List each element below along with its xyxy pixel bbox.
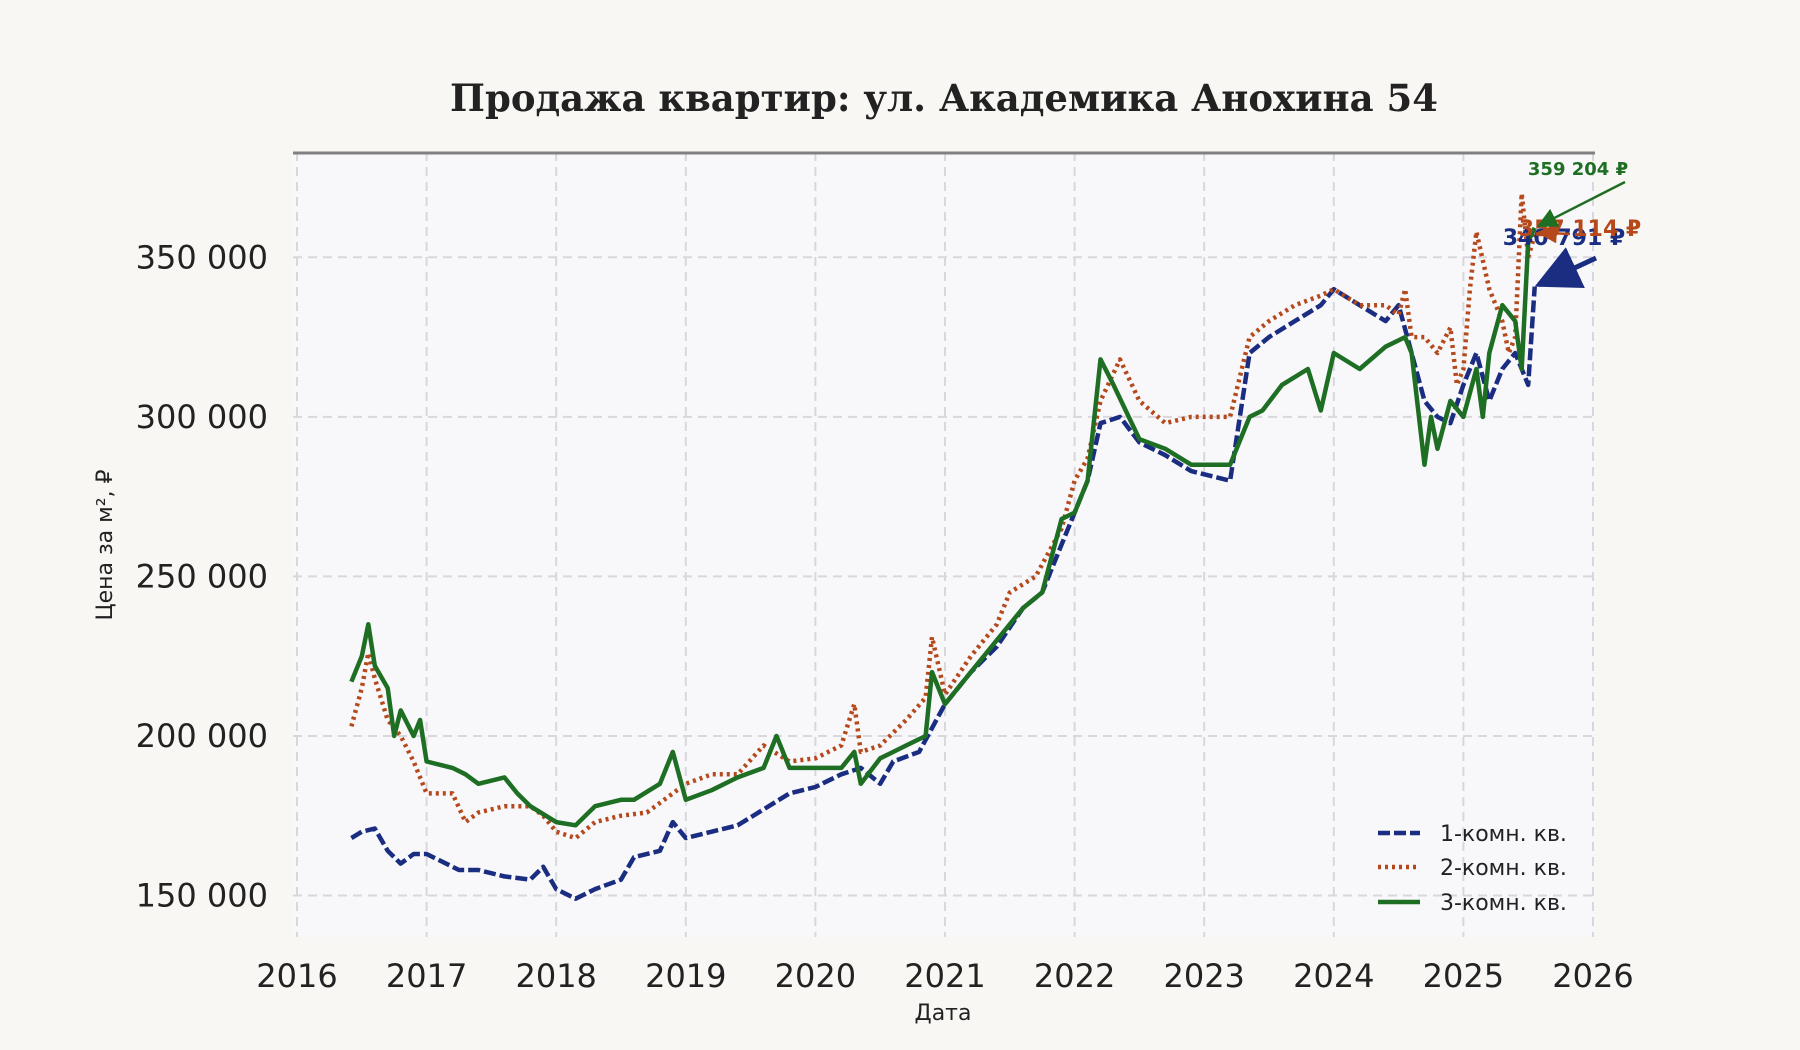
y-axis-label: Цена за м², ₽	[93, 469, 118, 620]
annotation-arrow	[1534, 247, 1598, 288]
annotation-label: 359 204 ₽	[1528, 159, 1628, 180]
annotation-arrow	[1536, 180, 1626, 228]
x-axis-label: Дата	[915, 1001, 972, 1026]
x-tick-label: 2025	[1423, 957, 1504, 995]
y-tick-label: 300 000	[136, 398, 268, 436]
y-tick-label: 350 000	[136, 238, 268, 276]
x-tick-label: 2017	[386, 957, 467, 995]
y-tick-label: 150 000	[136, 877, 268, 915]
x-tick-label: 2019	[645, 957, 726, 995]
legend-label-1room: 1-комн. кв.	[1440, 822, 1567, 847]
series-lines	[349, 191, 1537, 901]
annotations: 340 791 ₽357 114 ₽ 359 204 ₽	[1503, 159, 1641, 288]
legend: 1-комн. кв. 2-комн. кв. 3-комн. кв.	[1378, 822, 1567, 916]
y-tick-labels: 150 000 200 000 250 000 300 000 350 000	[136, 238, 268, 914]
y-tick-label: 200 000	[136, 717, 268, 755]
annotation-arrow	[1536, 223, 1571, 244]
legend-label-2room: 2-комн. кв.	[1440, 856, 1567, 881]
legend-label-3room: 3-комн. кв.	[1440, 891, 1567, 916]
annotation-label: 340 791 ₽	[1503, 226, 1625, 251]
x-tick-label: 2026	[1552, 957, 1633, 995]
y-tick-label: 250 000	[136, 557, 268, 595]
x-tick-labels: 2016 2017 2018 2019 2020 2021 2022 2023 2024 2025…	[256, 957, 1633, 995]
series-line-2room	[349, 191, 1537, 841]
x-tick-label: 2020	[775, 957, 856, 995]
x-tick-label: 2021	[904, 957, 985, 995]
x-tick-label: 2016	[256, 957, 337, 995]
chart-title: Продажа квартир: ул. Академика Анохина 5…	[450, 76, 1438, 120]
x-tick-label: 2024	[1293, 957, 1374, 995]
annotation-label: 357 114 ₽	[1519, 217, 1641, 242]
x-tick-label: 2023	[1163, 957, 1244, 995]
x-tick-label: 2018	[515, 957, 596, 995]
grid-lines	[293, 152, 1595, 937]
series-line-3room	[349, 226, 1537, 828]
x-tick-label: 2022	[1034, 957, 1115, 995]
